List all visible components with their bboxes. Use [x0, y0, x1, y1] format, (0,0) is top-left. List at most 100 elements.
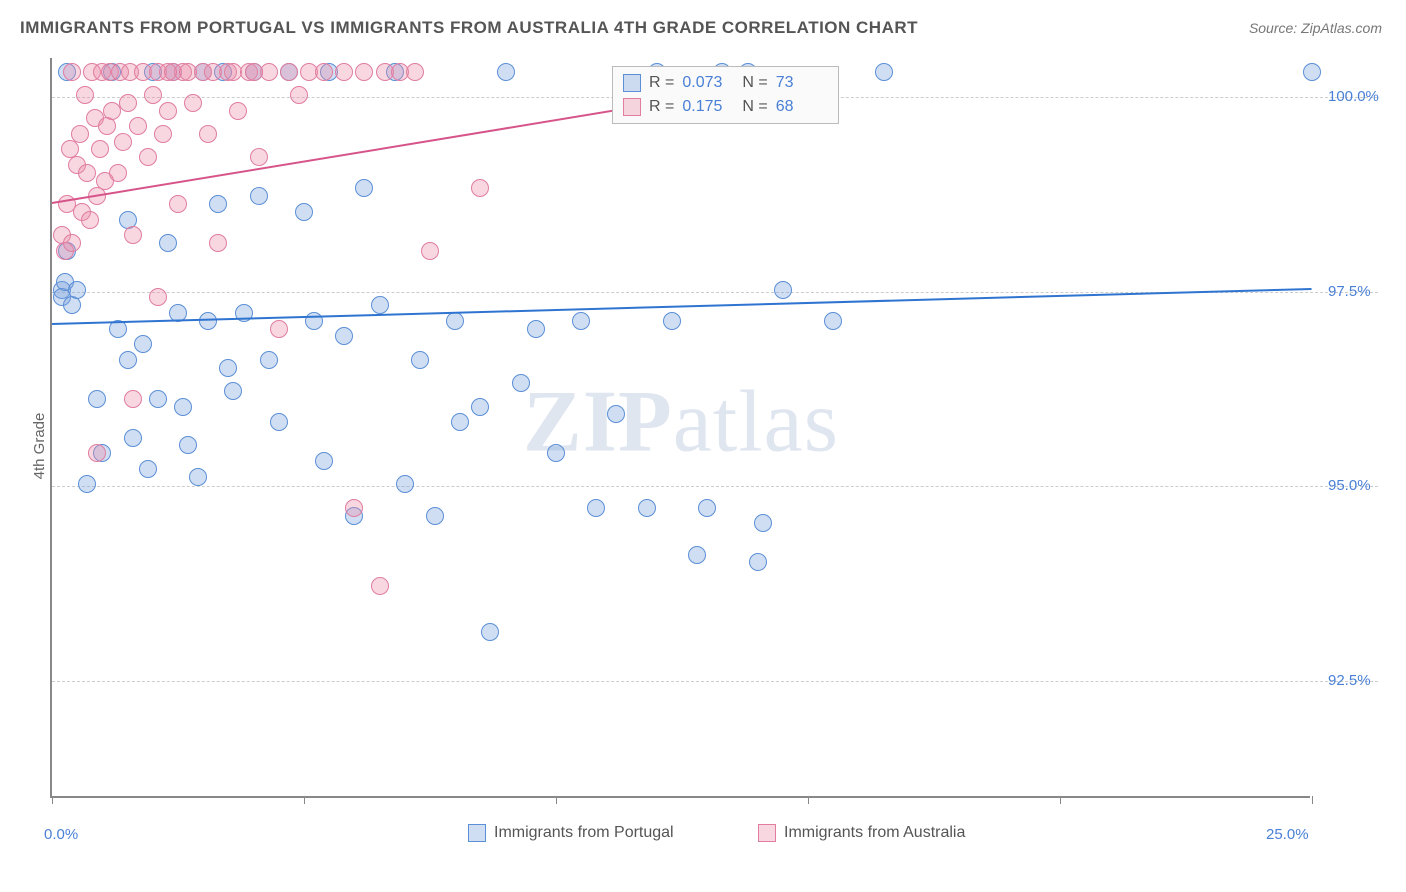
x-tick — [556, 796, 557, 804]
data-point — [451, 413, 469, 431]
stats-row: R = 0.073 N = 73 — [623, 71, 828, 95]
data-point — [88, 444, 106, 462]
data-point — [411, 351, 429, 369]
data-point — [76, 86, 94, 104]
data-point — [124, 226, 142, 244]
legend-label: Immigrants from Portugal — [494, 824, 674, 842]
data-point — [471, 398, 489, 416]
data-point — [295, 203, 313, 221]
correlation-stats-box: R =0.073N =73R =0.175N =68 — [612, 66, 839, 124]
data-point — [421, 242, 439, 260]
r-label: R = — [649, 98, 674, 116]
legend-label: Immigrants from Australia — [784, 824, 965, 842]
data-point — [154, 125, 172, 143]
x-tick — [1312, 796, 1313, 804]
data-point — [139, 460, 157, 478]
data-point — [219, 359, 237, 377]
data-point — [78, 164, 96, 182]
data-point — [124, 390, 142, 408]
data-point — [663, 312, 681, 330]
data-point — [149, 288, 167, 306]
data-point — [91, 140, 109, 158]
data-point — [184, 94, 202, 112]
data-point — [159, 102, 177, 120]
data-point — [134, 335, 152, 353]
x-tick — [808, 796, 809, 804]
data-point — [688, 546, 706, 564]
data-point — [63, 234, 81, 252]
data-point — [174, 398, 192, 416]
legend-item-portugal: Immigrants from Portugal — [468, 824, 674, 842]
n-label: N = — [742, 74, 767, 92]
data-point — [209, 195, 227, 213]
x-tick — [52, 796, 53, 804]
data-point — [204, 63, 222, 81]
data-point — [638, 499, 656, 517]
data-point — [159, 234, 177, 252]
x-tick — [1060, 796, 1061, 804]
n-label: N = — [742, 98, 767, 116]
watermark: ZIPatlas — [523, 371, 839, 472]
data-point — [355, 63, 373, 81]
data-point — [98, 117, 116, 135]
y-axis-label: 4th Grade — [31, 413, 48, 480]
data-point — [371, 296, 389, 314]
data-point — [547, 444, 565, 462]
data-point — [224, 63, 242, 81]
data-point — [527, 320, 545, 338]
data-point — [698, 499, 716, 517]
data-point — [199, 312, 217, 330]
data-point — [159, 63, 177, 81]
data-point — [71, 125, 89, 143]
data-point — [607, 405, 625, 423]
series-swatch-icon — [623, 74, 641, 92]
r-value: 0.073 — [682, 74, 734, 92]
data-point — [124, 429, 142, 447]
data-point — [497, 63, 515, 81]
r-label: R = — [649, 74, 674, 92]
data-point — [199, 125, 217, 143]
data-point — [179, 63, 197, 81]
data-point — [169, 195, 187, 213]
data-point — [260, 351, 278, 369]
data-point — [345, 499, 363, 517]
n-value: 68 — [776, 98, 828, 116]
data-point — [355, 179, 373, 197]
gridline — [52, 486, 1378, 487]
data-point — [774, 281, 792, 299]
data-point — [68, 281, 86, 299]
n-value: 73 — [776, 74, 828, 92]
scatter-plot-area: ZIPatlas — [50, 58, 1310, 798]
data-point — [315, 63, 333, 81]
legend-swatch-icon — [758, 824, 776, 842]
data-point — [315, 452, 333, 470]
data-point — [250, 187, 268, 205]
data-point — [224, 382, 242, 400]
data-point — [179, 436, 197, 454]
data-point — [139, 148, 157, 166]
data-point — [371, 577, 389, 595]
y-tick-label: 92.5% — [1328, 672, 1371, 689]
data-point — [270, 320, 288, 338]
data-point — [189, 468, 207, 486]
data-point — [512, 374, 530, 392]
data-point — [88, 390, 106, 408]
data-point — [81, 211, 99, 229]
data-point — [1303, 63, 1321, 81]
data-point — [396, 475, 414, 493]
data-point — [749, 553, 767, 571]
data-point — [63, 296, 81, 314]
x-tick-label: 25.0% — [1266, 826, 1309, 843]
y-tick-label: 95.0% — [1328, 477, 1371, 494]
data-point — [119, 94, 137, 112]
legend-item-australia: Immigrants from Australia — [758, 824, 965, 842]
data-point — [426, 507, 444, 525]
data-point — [63, 63, 81, 81]
chart-title: IMMIGRANTS FROM PORTUGAL VS IMMIGRANTS F… — [20, 18, 918, 38]
data-point — [587, 499, 605, 517]
data-point — [78, 475, 96, 493]
data-point — [270, 413, 288, 431]
data-point — [471, 179, 489, 197]
data-point — [446, 312, 464, 330]
data-point — [875, 63, 893, 81]
